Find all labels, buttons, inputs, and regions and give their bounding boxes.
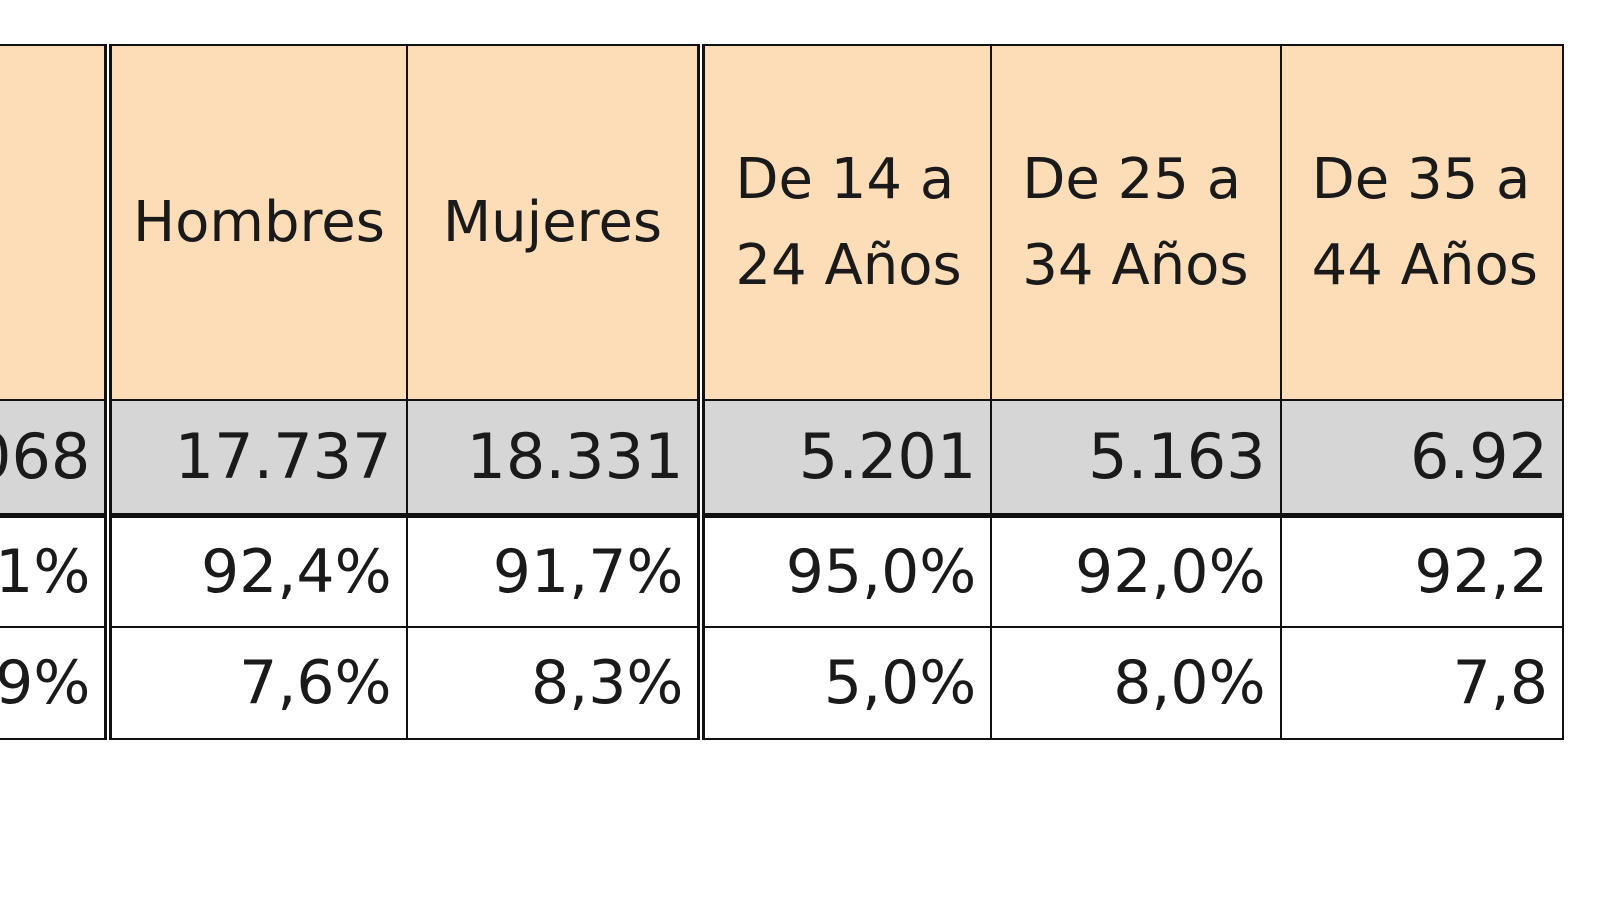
table-cell: 6.92 [1279, 399, 1565, 518]
table-cell: 8,3% [405, 626, 703, 740]
table-cell: 5,0% [697, 626, 993, 740]
table-cell: 068 [0, 399, 110, 518]
table-cell: 18.331 [405, 399, 703, 518]
table-cell: 92,2 [1279, 514, 1565, 628]
table-cell: 5.201 [697, 399, 993, 518]
table-cell: 17.737 [104, 399, 408, 518]
header-cell-age-14-24: De 14 a 24 Años [697, 44, 993, 401]
table-cell: 1% [0, 514, 110, 628]
table-cell: 92,4% [104, 514, 408, 628]
survey-table: Hombres Mujeres De 14 a 24 Años De 25 a … [0, 44, 1565, 740]
table-cell: 7,6% [104, 626, 408, 740]
blank-area [0, 740, 1600, 900]
header-cell-mujeres: Mujeres [405, 44, 703, 401]
total-row: 068 17.737 18.331 5.201 5.163 6.92 [0, 399, 1565, 518]
header-cell-total [0, 44, 110, 401]
table-cell: 5.163 [990, 399, 1282, 518]
header-cell-hombres: Hombres [104, 44, 408, 401]
table-row: 1% 92,4% 91,7% 95,0% 92,0% 92,2 [0, 514, 1565, 628]
header-row: Hombres Mujeres De 14 a 24 Años De 25 a … [0, 44, 1565, 401]
header-cell-age-35-44: De 35 a 44 Años [1279, 44, 1565, 401]
table-cell: 95,0% [697, 514, 993, 628]
data-table-viewport: Hombres Mujeres De 14 a 24 Años De 25 a … [0, 44, 1600, 740]
table-cell: 9% [0, 626, 110, 740]
table-cell: 92,0% [990, 514, 1282, 628]
table-cell: 7,8 [1279, 626, 1565, 740]
table-row: 9% 7,6% 8,3% 5,0% 8,0% 7,8 [0, 626, 1565, 740]
table-cell: 8,0% [990, 626, 1282, 740]
header-cell-age-25-34: De 25 a 34 Años [990, 44, 1282, 401]
table-cell: 91,7% [405, 514, 703, 628]
